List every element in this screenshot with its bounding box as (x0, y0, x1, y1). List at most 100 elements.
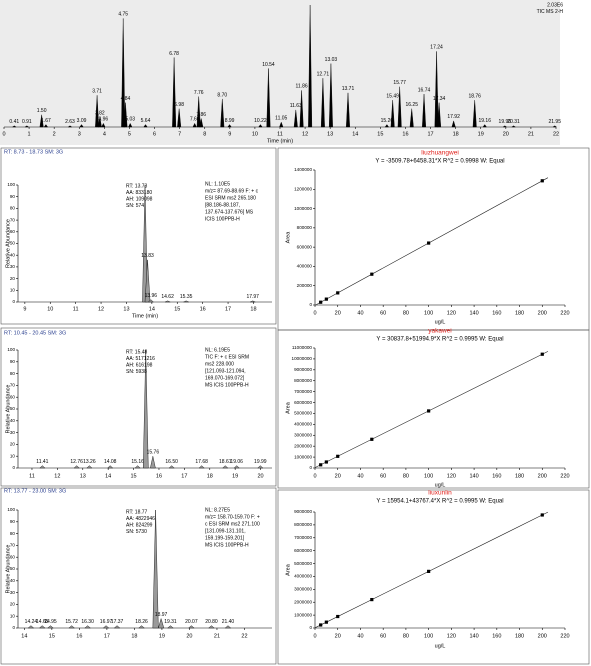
x-tick-label: 14 (105, 473, 111, 479)
x-tick-label: 19 (159, 633, 165, 639)
peak (222, 465, 229, 469)
x-axis-label: ug/L (435, 643, 446, 649)
peak-label: 16.50 (165, 459, 178, 465)
x-tick-label: 2 (53, 131, 56, 137)
scan-info: TIC F: + c ESI SRM (205, 354, 249, 360)
y-tick-label: 80 (10, 371, 16, 376)
x-axis-label: ug/L (435, 319, 446, 325)
y-tick-label: 4000000 (294, 574, 312, 579)
peak (24, 125, 30, 128)
y-tick-label: 5000000 (294, 561, 312, 566)
peak (121, 18, 126, 128)
scan-info: [131.099-131.101, (205, 528, 246, 534)
peak-label: 15.35 (180, 294, 193, 300)
peak (299, 90, 304, 128)
x-tick-label: 18 (207, 473, 213, 479)
scan-info: NL: 1.10E5 (205, 181, 230, 187)
x-tick-label: 12 (302, 131, 308, 137)
peak (164, 300, 171, 303)
x-tick-label: 12 (98, 306, 104, 312)
peak-label: 18.61 (219, 459, 232, 465)
peak (101, 122, 106, 128)
peak (128, 122, 133, 128)
y-tick-label: 8000000 (294, 522, 312, 527)
y-tick-label: 30 (10, 430, 16, 435)
x-tick-label: 9 (23, 306, 26, 312)
y-tick-label: 100 (7, 347, 15, 352)
x-tick-label: 18 (131, 633, 137, 639)
peak-label: 1.67 (41, 118, 51, 124)
peak-info: AA: 5171216 (126, 356, 155, 362)
data-point (319, 300, 323, 304)
y-tick-label: 20 (10, 602, 16, 607)
data-point (427, 241, 431, 245)
peak (152, 509, 159, 629)
peak-info: AA: 4822946 (126, 516, 155, 522)
y-tick-label: 60 (10, 394, 16, 399)
peak-label: 14.95 (44, 619, 57, 625)
peak (43, 124, 49, 128)
x-tick-label: 11 (73, 306, 79, 312)
y-tick-label: 10 (10, 288, 16, 293)
data-point (370, 597, 374, 602)
x-tick-label: 80 (403, 310, 409, 316)
y-tick-label: 60 (10, 554, 16, 559)
chart-title: liuxunlin (428, 490, 452, 497)
y-tick-label: 800000 (297, 225, 313, 230)
peak (107, 465, 114, 469)
peak (123, 102, 128, 128)
x-tick-label: 160 (492, 310, 501, 316)
x-tick-label: 100 (424, 633, 433, 639)
peak-label: 3.96 (98, 117, 108, 123)
x-tick-label: 100 (424, 473, 433, 479)
peak-label: 11.05 (275, 115, 287, 121)
equation: Y = -3509.78+6458.31*X R^2 = 0.9998 W: E… (375, 159, 504, 165)
peak (79, 124, 84, 128)
fit-line (314, 511, 549, 629)
x-tick-label: 4 (103, 131, 106, 137)
data-point (370, 437, 374, 441)
x-tick-label: 19 (232, 473, 238, 479)
y-tick-label: 8000000 (294, 378, 312, 383)
x-tick-label: 140 (469, 633, 478, 639)
peak-label: 12.76 (70, 459, 83, 465)
x-tick-label: 220 (560, 633, 569, 639)
y-axis-label: Area (285, 231, 291, 244)
peak-label: 17.37 (111, 619, 124, 625)
y-tick-label: 6000000 (294, 400, 312, 405)
peak-info: AH: 109098 (126, 196, 153, 202)
x-tick-label: 0 (313, 310, 316, 316)
y-tick-label: 10000000 (292, 356, 313, 361)
y-tick-label: 5000000 (294, 411, 312, 416)
peak (183, 300, 189, 303)
peak-label: 0.91 (22, 119, 32, 125)
x-tick-label: 13 (123, 306, 129, 312)
peak (113, 625, 121, 629)
x-tick-label: 14 (149, 306, 155, 312)
y-tick-label: 7000000 (294, 535, 312, 540)
panel-frame (277, 329, 590, 489)
peak-info: 2.03E6 (547, 2, 563, 8)
peak-label: 17.97 (246, 294, 259, 300)
peak (150, 456, 156, 469)
x-tick-label: 18 (453, 131, 459, 137)
peak-label: 10.54 (262, 62, 275, 68)
peak (134, 465, 141, 469)
peak-label: 6.98 (174, 102, 184, 108)
data-point (319, 623, 323, 627)
data-point (427, 409, 431, 413)
y-tick-label: 40 (10, 418, 16, 423)
scan-info: 137.674-137.676] MS (205, 209, 254, 215)
peak-label: 13.26 (83, 459, 96, 465)
peak-info: SN: 5730 (126, 529, 147, 535)
x-tick-label: 1 (28, 131, 31, 137)
peak-label: 14.62 (161, 294, 174, 300)
peak-label: 20.31 (507, 119, 520, 125)
peak (97, 117, 102, 128)
y-tick-label: 1200000 (294, 187, 312, 192)
x-tick-label: 120 (447, 633, 456, 639)
peak-label: 16.74 (418, 87, 431, 93)
peak (95, 95, 100, 128)
peak (482, 124, 487, 128)
y-tick-label: 90 (10, 359, 16, 364)
